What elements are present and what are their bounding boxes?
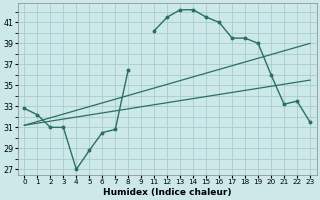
X-axis label: Humidex (Indice chaleur): Humidex (Indice chaleur) (103, 188, 231, 197)
